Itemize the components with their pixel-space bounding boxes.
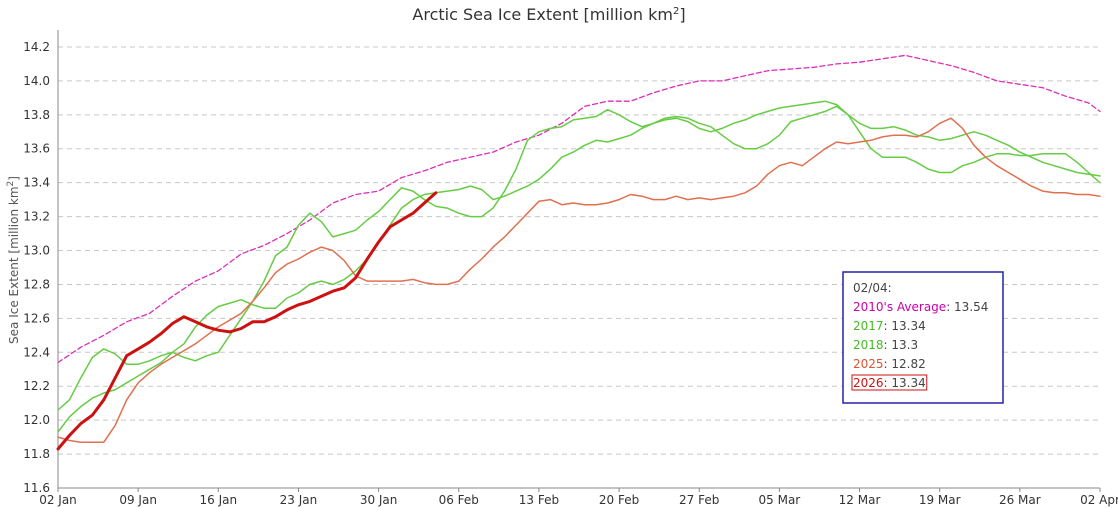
axes: 11.6 11.8 12.0 12.2 12.4 12.6 12.8 13.0 13.2 13.4…: [23, 30, 1118, 507]
y-tick-label: 14.2: [23, 40, 50, 54]
x-tick-label: 30 Jan: [360, 493, 398, 507]
series-line-2026: [56, 191, 438, 451]
y-tick-label: 11.6: [23, 481, 50, 495]
x-tick-label: 12 Mar: [839, 493, 881, 507]
legend-entry: 2026: 13.34: [853, 376, 926, 390]
legend-highlight-box: [851, 374, 928, 391]
y-tick-label: 13.2: [23, 210, 50, 224]
legend-box: [842, 271, 1004, 404]
legend-date: 02/04:: [853, 281, 892, 295]
legend-entry-value: : 12.82: [884, 357, 926, 371]
legend-entry: 2018: 13.3: [853, 338, 918, 352]
legend-entry-label: 2018: [853, 338, 884, 352]
legend-entry-value: : 13.3: [884, 338, 919, 352]
legend-entry-label: 2026: [853, 376, 884, 390]
y-tick-label: 12.4: [23, 345, 50, 359]
y-tick-label: 11.8: [23, 447, 50, 461]
y-tick-label: 13.4: [23, 176, 50, 190]
y-tick-label: 12.8: [23, 277, 50, 291]
x-tick-label: 05 Mar: [759, 493, 801, 507]
y-axis-label: Sea Ice Extent [million km2]: [6, 176, 21, 344]
legend-entry: 2025: 12.82: [853, 357, 926, 371]
x-tick-label: 20 Feb: [599, 493, 639, 507]
legend-entry-value: : 13.54: [946, 300, 988, 314]
legend-entry-value: : 13.34: [884, 319, 926, 333]
legend-entry-label: 2017: [853, 319, 884, 333]
series-line-2010-s-average: [57, 54, 1101, 364]
series-line-2018: [57, 100, 1101, 433]
x-tick-label: 02 Apr: [1080, 493, 1118, 507]
y-tick-label: 12.2: [23, 379, 50, 393]
x-tick-label: 02 Jan: [39, 493, 77, 507]
x-tick-label: 13 Feb: [519, 493, 559, 507]
legend-entry-value: : 13.34: [884, 376, 926, 390]
x-tick-label: 27 Feb: [679, 493, 719, 507]
y-tick-label: 12.6: [23, 311, 50, 325]
y-tick-label: 12.0: [23, 413, 50, 427]
series-lines: [56, 54, 1101, 451]
y-tick-label: 13.8: [23, 108, 50, 122]
x-tick-label: 06 Feb: [439, 493, 479, 507]
x-tick-label: 26 Mar: [999, 493, 1041, 507]
legend-entry-label: 2025: [853, 357, 884, 371]
x-tick-label: 16 Jan: [200, 493, 238, 507]
legend-entry-label: 2010's Average: [853, 300, 946, 314]
legend-entry: 2017: 13.34: [853, 319, 926, 333]
y-tick-label: 13.0: [23, 244, 50, 258]
legend-entry: 2010's Average: 13.54: [853, 300, 988, 314]
series-line-2025: [57, 117, 1101, 443]
x-tick-label: 19 Mar: [919, 493, 961, 507]
x-tick-label: 23 Jan: [280, 493, 318, 507]
chart-title: Arctic Sea Ice Extent [million km2]: [412, 5, 685, 24]
x-tick-label: 09 Jan: [119, 493, 157, 507]
y-tick-label: 14.0: [23, 74, 50, 88]
y-tick-label: 13.6: [23, 142, 50, 156]
